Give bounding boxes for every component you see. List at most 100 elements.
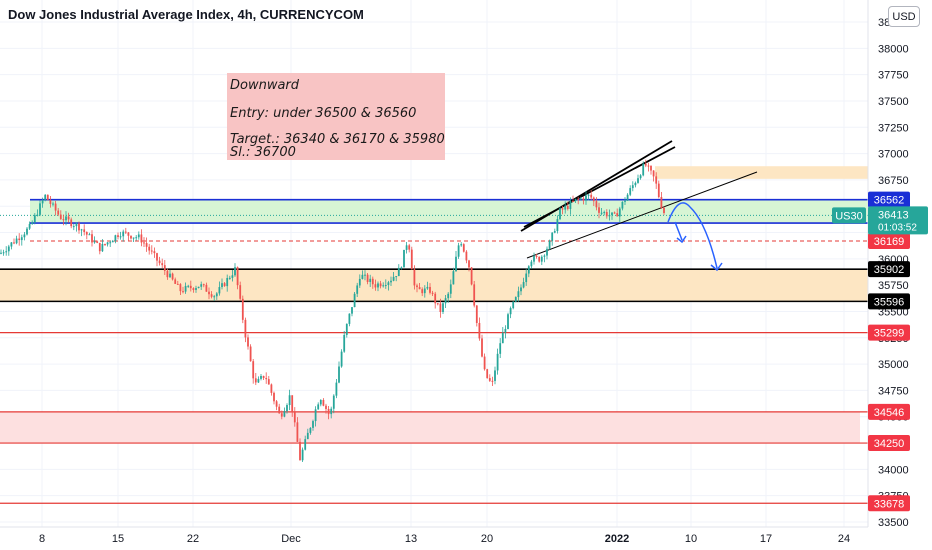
candle-body <box>478 322 481 339</box>
candle-body <box>465 251 468 261</box>
candle-body <box>663 207 665 213</box>
candle-body <box>18 238 21 241</box>
trade-note: Downward Entry: under 36500 & 36560 Targ… <box>227 73 445 160</box>
x-axis[interactable]: 8 15 22 Dec 13 20 2022 10 17 24 <box>0 526 868 545</box>
candle-body <box>590 194 593 198</box>
candle-body <box>468 260 470 268</box>
candle-body <box>483 356 486 370</box>
candle-body <box>561 208 564 210</box>
x-tick-label: 13 <box>405 533 417 545</box>
candle-body <box>314 409 317 422</box>
candle-body <box>657 183 660 198</box>
candle-body <box>226 277 229 287</box>
candle-body <box>223 283 226 287</box>
candle-body <box>70 219 73 227</box>
candle-body <box>67 216 70 220</box>
candle-body <box>91 234 93 243</box>
candle-body <box>460 244 463 246</box>
level-label-bg <box>868 261 910 278</box>
y-tick-label: 37750 <box>878 70 909 82</box>
candle-body <box>546 248 548 256</box>
zone-orange <box>655 166 868 179</box>
candle-body <box>652 170 655 177</box>
candle-body <box>299 441 301 461</box>
candle-body <box>130 235 132 239</box>
level-label: 34250 <box>874 438 905 450</box>
candle-body <box>7 246 10 252</box>
candle-body <box>429 286 431 293</box>
candle-body <box>374 284 377 288</box>
projection-arrows <box>667 202 723 272</box>
arrowhead-long <box>710 262 723 272</box>
candle-body <box>189 285 192 289</box>
candle-body <box>312 421 314 428</box>
candle-body <box>426 286 429 289</box>
candle-body <box>202 284 205 286</box>
candle-body <box>260 375 262 379</box>
symbol-label: US30 <box>835 210 863 222</box>
candle-body <box>361 274 364 279</box>
candle-body <box>442 303 444 312</box>
candle-body <box>392 276 395 281</box>
candle-body <box>377 283 379 288</box>
candle-body <box>660 197 663 208</box>
candle-body <box>327 408 330 415</box>
candle-body <box>28 224 31 229</box>
zones <box>0 166 868 444</box>
candle-body <box>403 249 405 268</box>
x-tick-label: 20 <box>481 533 493 545</box>
candle-body <box>296 422 299 442</box>
candle-body <box>65 216 67 221</box>
candle-body <box>88 234 91 236</box>
currency-button[interactable]: USD <box>888 6 920 27</box>
candle-body <box>36 214 39 216</box>
candle-body <box>234 267 236 276</box>
candle-body <box>343 334 346 352</box>
candle-body <box>161 263 164 266</box>
candle-body <box>231 275 234 278</box>
candle-body <box>163 265 166 271</box>
candle-body <box>366 274 369 282</box>
zone-orange <box>0 269 868 302</box>
candle-body <box>239 285 242 299</box>
candle-body <box>340 351 343 367</box>
candle-body <box>122 231 125 237</box>
candle-body <box>265 377 268 380</box>
candle-body <box>114 235 117 241</box>
candle-body <box>642 163 645 176</box>
candle-body <box>358 278 361 286</box>
candle-body <box>148 246 151 251</box>
candle-body <box>286 405 288 412</box>
candle-body <box>364 274 366 276</box>
candle-body <box>257 378 260 383</box>
y-tick-label: 34000 <box>878 464 909 476</box>
candle-body <box>106 242 109 245</box>
candle-body <box>486 369 489 379</box>
candle-body <box>52 203 54 205</box>
candle-body <box>494 370 496 381</box>
candle-body <box>59 214 62 220</box>
candle-body <box>205 284 208 292</box>
candle-body <box>252 361 255 379</box>
support-trendline[interactable] <box>526 171 758 259</box>
candle-body <box>171 273 174 280</box>
note-stoploss: Sl.: 36700 <box>230 145 296 160</box>
candle-body <box>54 203 57 211</box>
level-label: 36562 <box>874 195 905 207</box>
candle-body <box>449 284 452 294</box>
channel-upper-line-2[interactable] <box>523 146 676 228</box>
candle-body <box>564 205 567 210</box>
candle-body <box>221 283 223 288</box>
candle-body <box>551 232 554 241</box>
candle-body <box>293 412 296 423</box>
candle-body <box>444 298 447 304</box>
countdown-label: 01:03:52 <box>878 222 917 233</box>
candle-body <box>78 223 80 231</box>
last-price-value: 36413 <box>878 209 909 221</box>
candle-body <box>187 285 190 287</box>
projection-arrow-short <box>674 221 683 241</box>
candle-body <box>514 297 517 302</box>
candle-body <box>117 235 119 237</box>
candle-body <box>572 201 574 203</box>
